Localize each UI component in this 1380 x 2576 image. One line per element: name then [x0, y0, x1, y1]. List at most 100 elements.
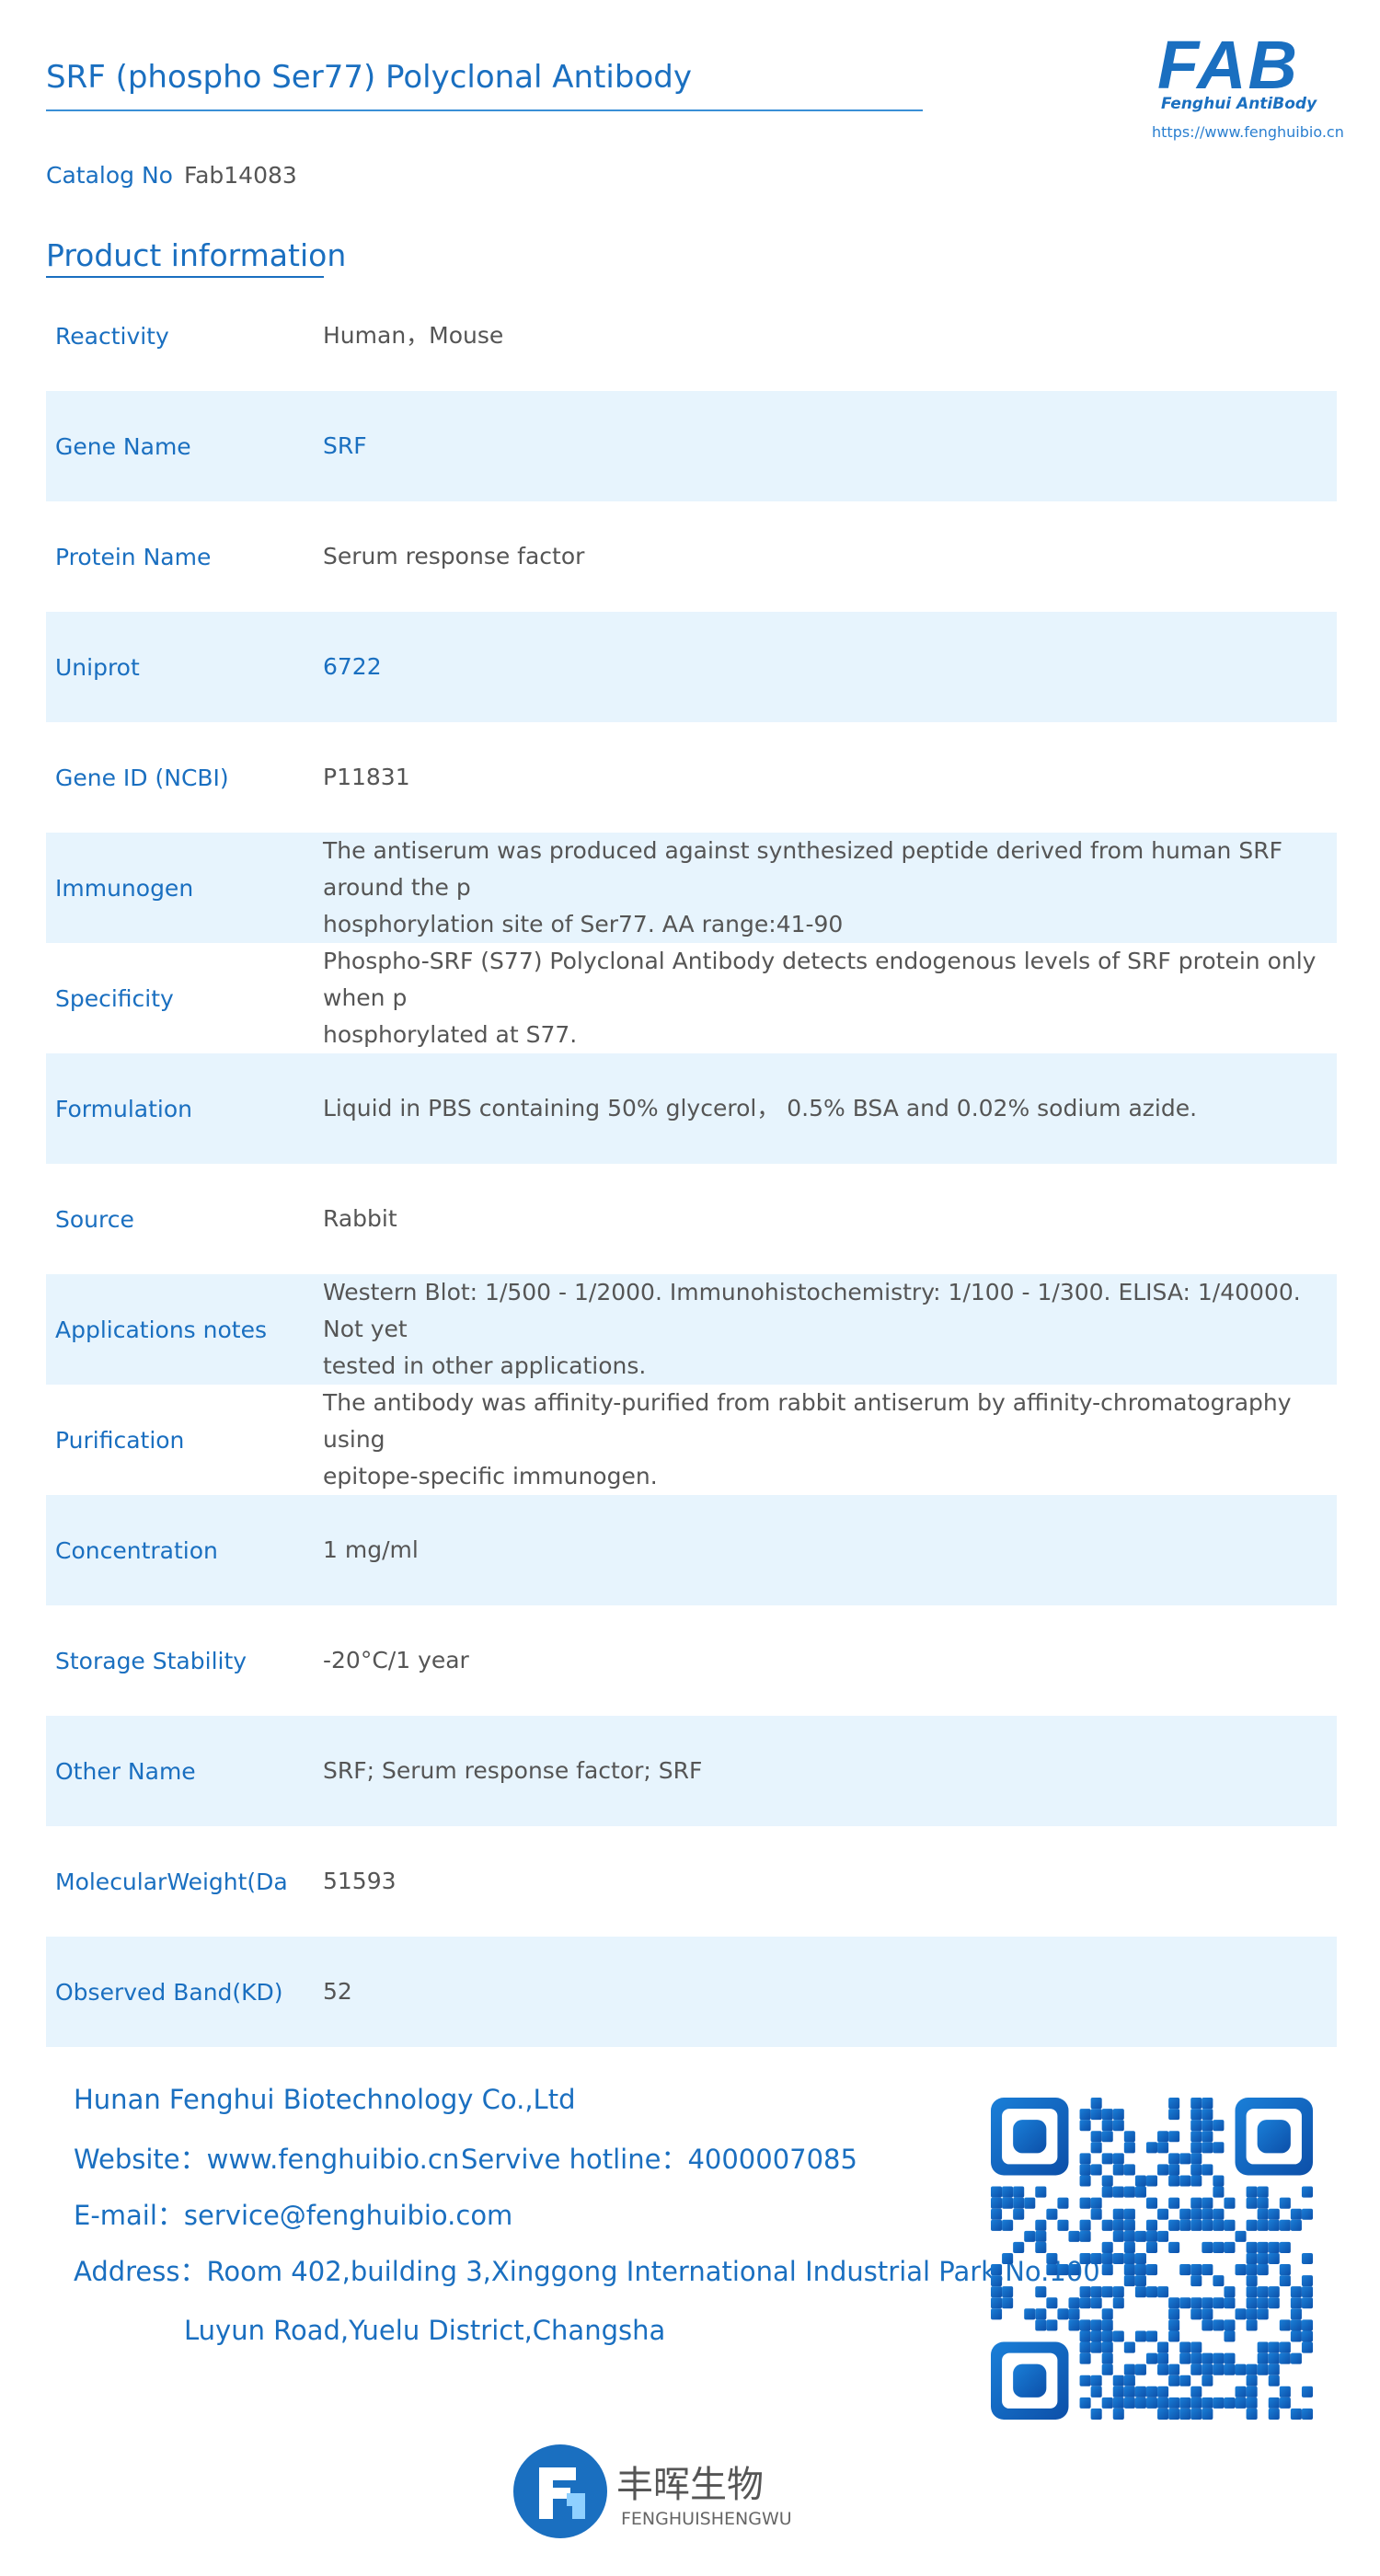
qr-module: [1112, 2408, 1124, 2420]
qr-module: [1179, 2208, 1191, 2220]
qr-module: [1202, 2241, 1213, 2253]
table-row: Concentration 1 mg/ml: [46, 1495, 1337, 1605]
qr-module: [1134, 2363, 1146, 2375]
website[interactable]: Website：www.fenghuibio.cn: [74, 2144, 460, 2175]
qr-module: [1246, 2375, 1258, 2386]
qr-module: [1101, 2341, 1113, 2353]
address-line: Address：Room 402,building 3,Xinggong Int…: [74, 2256, 1100, 2287]
qr-module: [1246, 2252, 1258, 2265]
row-value: SRF: [323, 432, 367, 459]
qr-module: [1202, 2197, 1213, 2209]
qr-module: [991, 2297, 1003, 2309]
qr-module: [1190, 2397, 1202, 2409]
row-label: Uniprot: [55, 653, 140, 681]
qr-module: [1190, 2120, 1202, 2132]
qr-module: [1301, 2286, 1313, 2298]
qr-module: [1301, 2252, 1313, 2265]
table-row: Source Rabbit: [46, 1164, 1337, 1274]
qr-module: [1202, 2319, 1213, 2331]
qr-module: [1246, 2275, 1258, 2287]
qr-module: [1112, 2330, 1124, 2342]
row-label: Other Name: [55, 1757, 196, 1785]
qr-module: [1224, 2330, 1236, 2342]
qr-module: [1090, 2252, 1102, 2265]
qr-module: [1035, 2186, 1047, 2198]
qr-module: [1002, 2197, 1014, 2209]
section-title: Product information: [46, 237, 347, 273]
logo-url[interactable]: https://www.fenghuibio.cn: [1152, 123, 1344, 141]
table-row: Gene Name SRF: [46, 391, 1337, 501]
qr-module: [1112, 2164, 1124, 2176]
qr-module: [1224, 2297, 1236, 2309]
row-label: Protein Name: [55, 543, 212, 570]
qr-module: [1168, 2219, 1180, 2231]
qr-module: [1224, 2197, 1236, 2209]
qr-module: [1134, 2286, 1146, 2298]
qr-module: [1123, 2252, 1135, 2265]
table-row: Gene ID (NCBI) P11831: [46, 722, 1337, 833]
qr-module: [1157, 2408, 1169, 2420]
table-row: Purification The antibody was affinity-pu…: [46, 1385, 1337, 1495]
qr-module: [1246, 2241, 1258, 2253]
qr-module: [1101, 2397, 1113, 2409]
qr-module: [1224, 2352, 1236, 2364]
qr-module: [1090, 2297, 1102, 2309]
catalog-label: Catalog No: [46, 162, 173, 189]
qr-module: [1168, 2197, 1180, 2209]
qr-module: [1101, 2120, 1113, 2132]
qr-module: [1202, 2264, 1213, 2276]
qr-module: [1279, 2397, 1291, 2409]
qr-module: [1235, 2386, 1247, 2398]
qr-module: [1024, 2308, 1036, 2320]
qr-module: [1168, 2241, 1180, 2253]
qr-module: [1068, 2319, 1080, 2331]
table-row: MolecularWeight(Da 51593: [46, 1826, 1337, 1937]
qr-module: [1268, 2286, 1280, 2298]
qr-module: [1123, 2230, 1135, 2242]
qr-module: [1079, 2297, 1091, 2309]
qr-module: [1112, 2186, 1124, 2198]
qr-module: [1101, 2186, 1113, 2198]
qr-module: [1068, 2297, 1080, 2309]
qr-module: [1157, 2142, 1169, 2154]
qr-module: [991, 2197, 1003, 2209]
qr-module: [1035, 2308, 1047, 2320]
qr-module: [1246, 2397, 1258, 2409]
qr-module: [1257, 2186, 1269, 2198]
qr-module: [1190, 2098, 1202, 2110]
qr-module: [1145, 2286, 1158, 2298]
qr-module: [1079, 2330, 1091, 2342]
qr-module: [1157, 2352, 1169, 2364]
qr-module: [1202, 2109, 1213, 2121]
qr-module: [1123, 2164, 1135, 2176]
qr-module: [1279, 2341, 1291, 2353]
company: Hunan Fenghui Biotechnology Co.,Ltd: [74, 2084, 576, 2115]
qr-module: [1068, 2230, 1080, 2242]
qr-module: [1257, 2363, 1269, 2375]
qr-module: [1257, 2241, 1269, 2253]
email[interactable]: E-mail：service@fenghuibio.com: [74, 2200, 513, 2231]
row-label: Reactivity: [55, 322, 169, 350]
qr-module: [1057, 2264, 1069, 2276]
qr-module: [1046, 2264, 1058, 2276]
row-label: Formulation: [55, 1095, 192, 1122]
qr-module: [1268, 2363, 1280, 2375]
qr-module: [1235, 2363, 1247, 2375]
qr-module: [1213, 2175, 1225, 2187]
qr-module: [1123, 2142, 1135, 2154]
qr-module: [1290, 2286, 1302, 2298]
qr-module: [1246, 2186, 1258, 2198]
qr-module: [1090, 2330, 1102, 2342]
qr-module: [1157, 2386, 1169, 2398]
qr-module: [1290, 2208, 1302, 2220]
row-label: Immunogen: [55, 874, 194, 902]
qr-module: [1002, 2219, 1014, 2231]
qr-module: [1101, 2131, 1113, 2143]
qr-module: [1224, 2319, 1236, 2331]
qr-module: [1246, 2219, 1258, 2231]
qr-module: [1079, 2219, 1091, 2231]
row-value: 6722: [323, 653, 382, 680]
qr-module: [1190, 2275, 1202, 2287]
qr-module: [1168, 2153, 1180, 2165]
row-label: Observed Band(KD): [55, 1978, 283, 2006]
